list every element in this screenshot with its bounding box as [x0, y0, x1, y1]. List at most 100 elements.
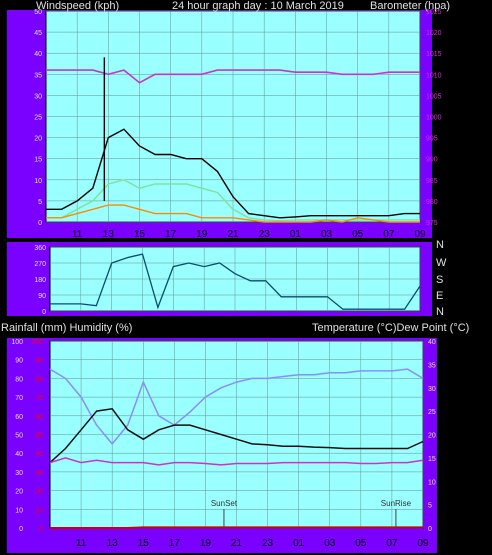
wind-time-tick-label: 13 — [103, 229, 115, 240]
barometer-tick-label: 1020 — [426, 30, 442, 37]
windspeed-tick-label: 5 — [38, 199, 42, 206]
climate-time-tick-label: 13 — [107, 538, 119, 549]
barometer-tick-label: 1005 — [426, 93, 442, 100]
barometer-tick-label: 1025 — [426, 9, 442, 16]
direction-tick-label: 360 — [34, 245, 46, 252]
temperature-tick-label: 35 — [428, 362, 436, 369]
compass-label-w: W — [436, 257, 447, 269]
climate-time-tick-label: 21 — [231, 538, 243, 549]
wind-time-tick-label: 03 — [321, 229, 333, 240]
windspeed-tick-label: 15 — [34, 157, 42, 164]
windspeed-tick-label: 40 — [34, 51, 42, 58]
compass-label-n-top: N — [436, 239, 444, 251]
wind-time-tick-label: 11 — [72, 229, 83, 240]
climate-time-tick-label: 15 — [138, 538, 150, 549]
barometer-tick-label: 975 — [426, 220, 438, 227]
compass-label-e: E — [436, 290, 443, 302]
climate-time-tick-label: 17 — [169, 538, 181, 549]
humidity-tick-label: 10 — [15, 507, 23, 514]
humidity-tick-label: 70 — [15, 395, 23, 402]
wind-time-tick-label: 09 — [414, 229, 426, 240]
windspeed-tick-label: 10 — [34, 178, 42, 185]
climate-time-tick-label: 07 — [386, 538, 398, 549]
barometer-tick-label: 1015 — [426, 51, 442, 58]
rainfall-tick-label: 0 — [39, 526, 43, 533]
graph-title: 24 hour graph day : 10 March 2019 — [172, 0, 344, 12]
wind-time-tick-label: 17 — [165, 229, 177, 240]
temperature-tick-label: 30 — [428, 386, 436, 393]
compass-label-s: S — [436, 274, 443, 286]
sunrise-label: SunRise — [381, 499, 412, 508]
windspeed-tick-label: 20 — [34, 136, 42, 143]
humidity-tick-label: 20 — [15, 489, 23, 496]
climate-time-tick-label: 19 — [200, 538, 212, 549]
windspeed-tick-label: 45 — [34, 30, 42, 37]
temperature-tick-label: 20 — [428, 433, 436, 440]
rainfall-line — [50, 526, 423, 529]
wind-time-tick-label: 19 — [196, 229, 208, 240]
compass-label-n-bottom: N — [436, 306, 444, 318]
climate-time-tick-label: 23 — [262, 538, 274, 549]
barometer-tick-label: 1000 — [426, 115, 442, 122]
wind-average-line — [46, 179, 420, 222]
temperature-dewpoint-axis-title: Temperature (°C)Dew Point (°C) — [312, 322, 469, 334]
barometer-line — [46, 69, 420, 84]
temperature-tick-label: 5 — [428, 503, 432, 510]
climate-time-tick-label: 03 — [324, 538, 336, 549]
humidity-line — [49, 368, 424, 446]
temperature-tick-label: 25 — [428, 409, 436, 416]
rainfall-tick-label: 20 — [35, 489, 43, 496]
rainfall-tick-label: 100 — [31, 339, 43, 346]
windspeed-line — [46, 128, 420, 219]
direction-tick-label: 90 — [38, 293, 46, 300]
humidity-tick-label: 30 — [15, 470, 23, 477]
windspeed-tick-label: 25 — [34, 115, 42, 122]
humidity-tick-label: 100 — [11, 339, 23, 346]
climate-time-tick-label: 01 — [293, 538, 305, 549]
rainfall-tick-label: 60 — [35, 414, 43, 421]
temperature-line — [49, 407, 424, 464]
windspeed-tick-label: 30 — [34, 93, 42, 100]
rainfall-tick-label: 90 — [35, 358, 43, 365]
humidity-tick-label: 0 — [19, 526, 23, 533]
direction-tick-label: 0 — [42, 309, 46, 316]
windspeed-tick-label: 0 — [38, 220, 42, 227]
windspeed-axis-title: Windspeed (kph) — [36, 0, 119, 12]
temperature-tick-label: 40 — [428, 339, 436, 346]
sunset-label: SunSet — [211, 499, 238, 508]
wind-time-tick-label: 01 — [290, 229, 302, 240]
humidity-tick-label: 50 — [15, 433, 23, 440]
wind-time-tick-label: 07 — [383, 229, 395, 240]
wind-time-tick-label: 15 — [134, 229, 146, 240]
rainfall-tick-label: 70 — [35, 395, 43, 402]
humidity-tick-label: 40 — [15, 451, 23, 458]
barometer-tick-label: 995 — [426, 136, 438, 143]
rainfall-tick-label: 10 — [35, 507, 43, 514]
climate-time-tick-label: 05 — [355, 538, 367, 549]
windspeed-tick-label: 35 — [34, 72, 42, 79]
climate-time-tick-label: 11 — [76, 538, 87, 549]
humidity-tick-label: 80 — [15, 376, 23, 383]
barometer-tick-label: 980 — [426, 199, 438, 206]
dewpoint-line — [49, 457, 424, 466]
direction-tick-label: 180 — [34, 277, 46, 284]
barometer-axis-title: Barometer (hpa) — [370, 0, 450, 12]
temperature-tick-label: 0 — [428, 526, 432, 533]
barometer-tick-label: 990 — [426, 157, 438, 164]
direction-tick-label: 270 — [34, 261, 46, 268]
barometer-tick-label: 985 — [426, 178, 438, 185]
rainfall-tick-label: 30 — [35, 470, 43, 477]
wind-gust-line — [46, 204, 420, 223]
temperature-tick-label: 15 — [428, 456, 436, 463]
rainfall-tick-label: 40 — [35, 451, 43, 458]
humidity-tick-label: 90 — [15, 358, 23, 365]
climate-time-tick-label: 09 — [417, 538, 429, 549]
rainfall-humidity-axis-title: Rainfall (mm) Humidity (%) — [1, 322, 132, 334]
wind-time-tick-label: 21 — [227, 229, 239, 240]
rainfall-tick-label: 50 — [35, 433, 43, 440]
barometer-tick-label: 1010 — [426, 72, 442, 79]
windspeed-tick-label: 50 — [34, 9, 42, 16]
wind-direction-line — [50, 253, 421, 310]
